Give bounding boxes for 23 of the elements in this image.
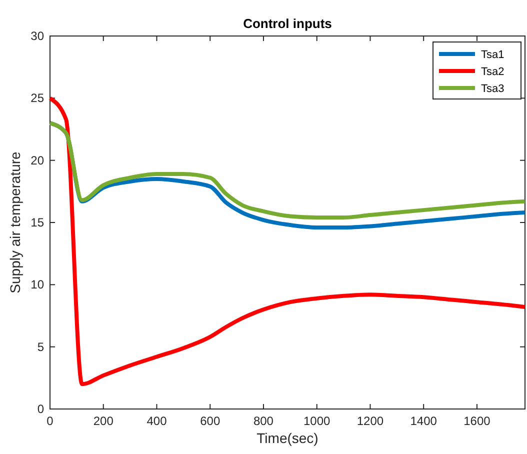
- x-tick-label: 800: [253, 414, 274, 428]
- x-tick-label: 1200: [356, 414, 384, 428]
- y-tick-label: 20: [30, 153, 44, 168]
- x-axis-title: Time(sec): [256, 430, 318, 446]
- line-series: [48, 96, 527, 386]
- x-tick-label: 1600: [464, 414, 491, 428]
- legend-label: Tsa3: [481, 83, 504, 95]
- y-tick-label: 30: [30, 29, 44, 43]
- y-tick-label: 25: [30, 91, 44, 106]
- chart-title: Control inputs: [243, 16, 332, 31]
- y-tick-label: 5: [37, 340, 44, 354]
- y-tick-label: 15: [30, 216, 44, 230]
- legend-label: Tsa1: [481, 49, 504, 61]
- legend-label: Tsa2: [481, 66, 504, 78]
- y-tick-label: 10: [30, 278, 44, 292]
- x-tick-label: 1000: [304, 414, 331, 428]
- x-tick-label: 600: [200, 414, 220, 428]
- x-tick-label: 200: [93, 414, 114, 428]
- y-axis-title: Supply air temperature: [7, 151, 23, 294]
- x-tick-label: 1400: [410, 414, 438, 428]
- y-tick-label: 0: [37, 402, 44, 416]
- x-tick-label: 0: [46, 414, 54, 428]
- x-tick-label: 400: [146, 414, 168, 428]
